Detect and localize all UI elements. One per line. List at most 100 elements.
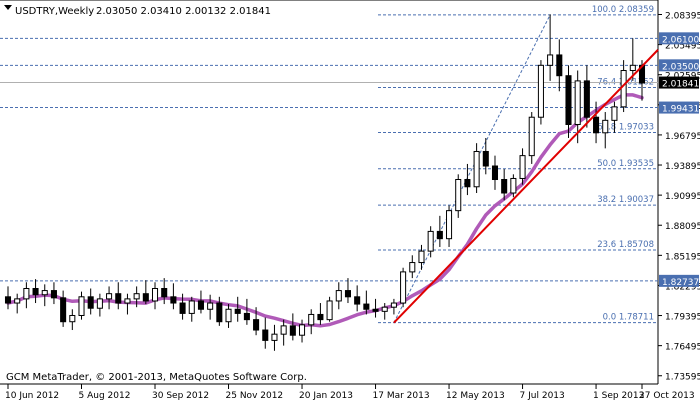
candle-down — [501, 179, 508, 194]
candle-up — [574, 80, 581, 125]
price-level-text: 2.03500 — [662, 62, 699, 72]
x-tick-label: 30 Sep 2012 — [152, 391, 209, 401]
price-level-box — [659, 101, 699, 114]
fib-label: 50.0 1.93535 — [597, 159, 654, 169]
fib-label: 23.6 1.85708 — [597, 240, 654, 250]
x-axis: 10 Jun 2012 5 Aug 2012 30 Sep 2012 25 Nov 2… — [5, 384, 695, 401]
y-tick-label: 1.73595 — [665, 373, 700, 383]
candle-down — [464, 179, 471, 188]
candle-up — [188, 300, 195, 314]
x-tick-label: 12 May 2013 — [446, 391, 505, 401]
fib-label: 38.2 1.90037 — [597, 195, 654, 205]
candle-up — [271, 333, 278, 341]
candle-up — [547, 54, 554, 66]
price-level-labels: 2.06100 2.03500 2.01841 1.99431 1.82737 — [659, 32, 699, 288]
y-tick-label: 1.85195 — [665, 252, 700, 262]
candle-up — [455, 179, 462, 212]
candle-up — [207, 302, 214, 310]
price-level-text: 2.06100 — [662, 35, 699, 45]
candle-up — [14, 298, 21, 304]
y-tick-label: 1.76495 — [665, 343, 700, 353]
symbol-label: USDTRY,Weekly — [15, 6, 94, 17]
candle-up — [390, 302, 397, 308]
candle-up — [510, 177, 517, 194]
candle-down — [243, 312, 250, 321]
candle-up — [400, 271, 407, 304]
price-level-text: 1.82737 — [662, 278, 699, 288]
collapse-arrow-icon[interactable] — [4, 5, 12, 10]
candle-down — [289, 325, 296, 336]
candle-up — [335, 290, 342, 302]
price-level-text: 1.99431 — [662, 105, 699, 115]
price-level-box — [659, 274, 699, 287]
candle-down — [583, 80, 590, 118]
candle-up — [69, 314, 76, 323]
candle-up — [124, 298, 131, 304]
y-tick-label: 2.05495 — [665, 42, 700, 52]
candle-up — [151, 288, 159, 302]
candle-up — [280, 325, 287, 335]
price-level-text: 2.01841 — [662, 80, 699, 90]
candle-down — [170, 296, 177, 304]
fib-anchor-line — [393, 14, 551, 323]
candle-down — [372, 308, 379, 312]
candle-down — [161, 288, 168, 298]
y-tick-label: 1.90995 — [665, 192, 700, 202]
chart-header: USDTRY,Weekly 2.03050 2.03410 2.00132 2.… — [4, 5, 271, 17]
candle-down — [216, 302, 223, 323]
candle-down — [50, 290, 57, 299]
x-tick-label: 17 Mar 2013 — [373, 391, 430, 401]
y-tick-label: 1.88095 — [665, 222, 700, 232]
candle-down — [142, 293, 149, 302]
candle-down — [363, 303, 370, 310]
price-level-box — [659, 76, 699, 89]
candle-up — [473, 150, 480, 188]
candle-down — [262, 329, 269, 341]
x-tick-label: 20 Jan 2013 — [299, 391, 353, 401]
y-tick-label: 1.93895 — [665, 162, 700, 172]
y-tick-label: 1.82295 — [665, 282, 700, 292]
trendline — [393, 49, 659, 324]
candle-down — [253, 319, 260, 331]
candle-up — [326, 300, 333, 321]
candle-down — [354, 296, 361, 305]
y-tick-label: 1.79395 — [665, 313, 700, 323]
candle-down — [32, 288, 39, 296]
candle-down — [234, 308, 241, 314]
candle-up — [611, 106, 618, 121]
x-tick-label: 10 Jun 2012 — [5, 391, 59, 401]
fibonacci-anchor-line — [393, 14, 551, 323]
candle-down — [436, 230, 443, 240]
x-tick-label: 25 Nov 2012 — [226, 391, 284, 401]
candle-up — [106, 293, 113, 300]
candle-up — [602, 119, 609, 134]
candle-down — [556, 54, 563, 77]
candle-up — [23, 288, 30, 300]
candle-up — [41, 290, 48, 296]
price-level-box — [659, 59, 699, 72]
x-tick-label: 27 Oct 2013 — [639, 391, 695, 401]
candle-up — [299, 324, 306, 336]
fib-label: 0.0 1.78711 — [603, 313, 654, 323]
plot-frame — [0, 0, 659, 385]
candle-up — [225, 308, 232, 323]
moving-average-line — [6, 93, 644, 328]
candle-down — [4, 296, 12, 304]
candle-down — [565, 75, 572, 125]
candle-down — [60, 297, 67, 323]
candle-down — [491, 165, 499, 181]
trendline-line — [393, 49, 659, 324]
copyright-text: GCM MetaTrader, © 2001-2013, MetaQuotes … — [6, 372, 307, 383]
candle-up — [620, 70, 627, 108]
candle-up — [519, 155, 526, 179]
candle-down — [197, 300, 204, 310]
candle-up — [78, 296, 85, 316]
candle-up — [537, 64, 544, 118]
candle-down — [179, 302, 186, 314]
candle-up — [446, 210, 453, 240]
candle-up — [629, 64, 636, 72]
candle-down — [593, 116, 600, 134]
